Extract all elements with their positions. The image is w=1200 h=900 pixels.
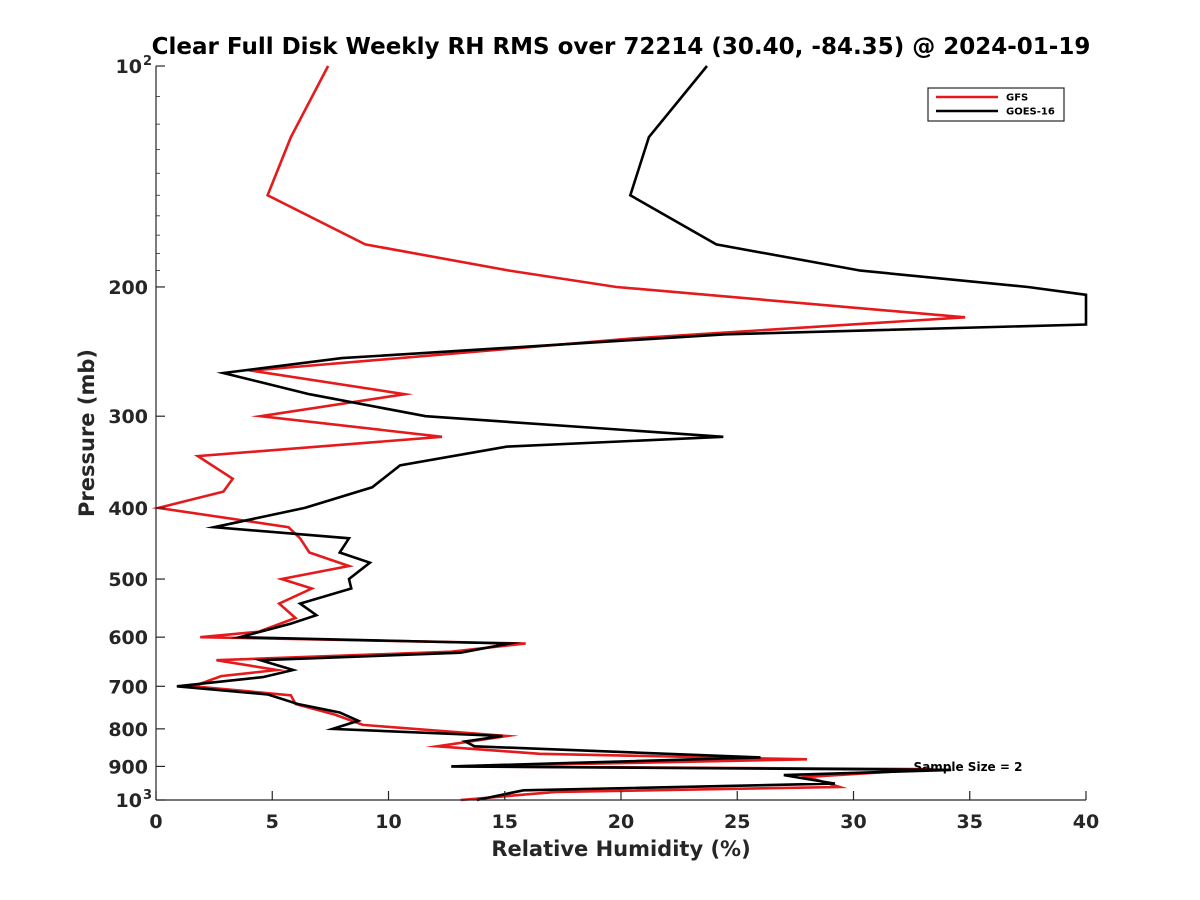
- series-layer: [151, 65, 1088, 802]
- x-tick-label: 20: [608, 811, 634, 833]
- y-tick-label: 200: [108, 277, 148, 299]
- x-tick-label: 0: [149, 811, 162, 833]
- y-tick-label: 400: [108, 498, 148, 520]
- y-tick-label: 800: [108, 719, 148, 741]
- y-tick-exponent: 3: [143, 788, 152, 803]
- y-tick-label: 500: [108, 569, 148, 591]
- y-tick-label: 10: [116, 790, 142, 812]
- x-tick-label: 35: [957, 811, 983, 833]
- legend-label: GOES-16: [1006, 107, 1055, 118]
- y-tick-label: 10: [116, 56, 142, 78]
- y-tick-label: 700: [108, 676, 148, 698]
- chart-title: Clear Full Disk Weekly RH RMS over 72214…: [152, 34, 1091, 60]
- x-tick-label: 5: [266, 811, 279, 833]
- y-tick-label: 900: [108, 756, 148, 778]
- y-tick-label: 600: [108, 627, 148, 649]
- x-tick-label: 40: [1073, 811, 1099, 833]
- series-line-gfs: [151, 65, 966, 802]
- legend-label: GFS: [1006, 93, 1028, 104]
- y-tick-exponent: 2: [143, 54, 152, 69]
- x-tick-label: 30: [840, 811, 866, 833]
- legend: GFS GOES-16: [927, 87, 1065, 122]
- series-line-goes-16: [176, 65, 1088, 802]
- x-tick-label: 10: [375, 811, 401, 833]
- x-tick-label: 15: [492, 811, 518, 833]
- legend-box: [927, 87, 1065, 122]
- y-tick-label: 300: [108, 406, 148, 428]
- y-axis-label: Pressure (mb): [75, 349, 99, 517]
- x-tick-label: 25: [724, 811, 750, 833]
- x-axis-label: Relative Humidity (%): [491, 837, 750, 861]
- sample-size-annotation: Sample Size = 2: [914, 760, 1023, 774]
